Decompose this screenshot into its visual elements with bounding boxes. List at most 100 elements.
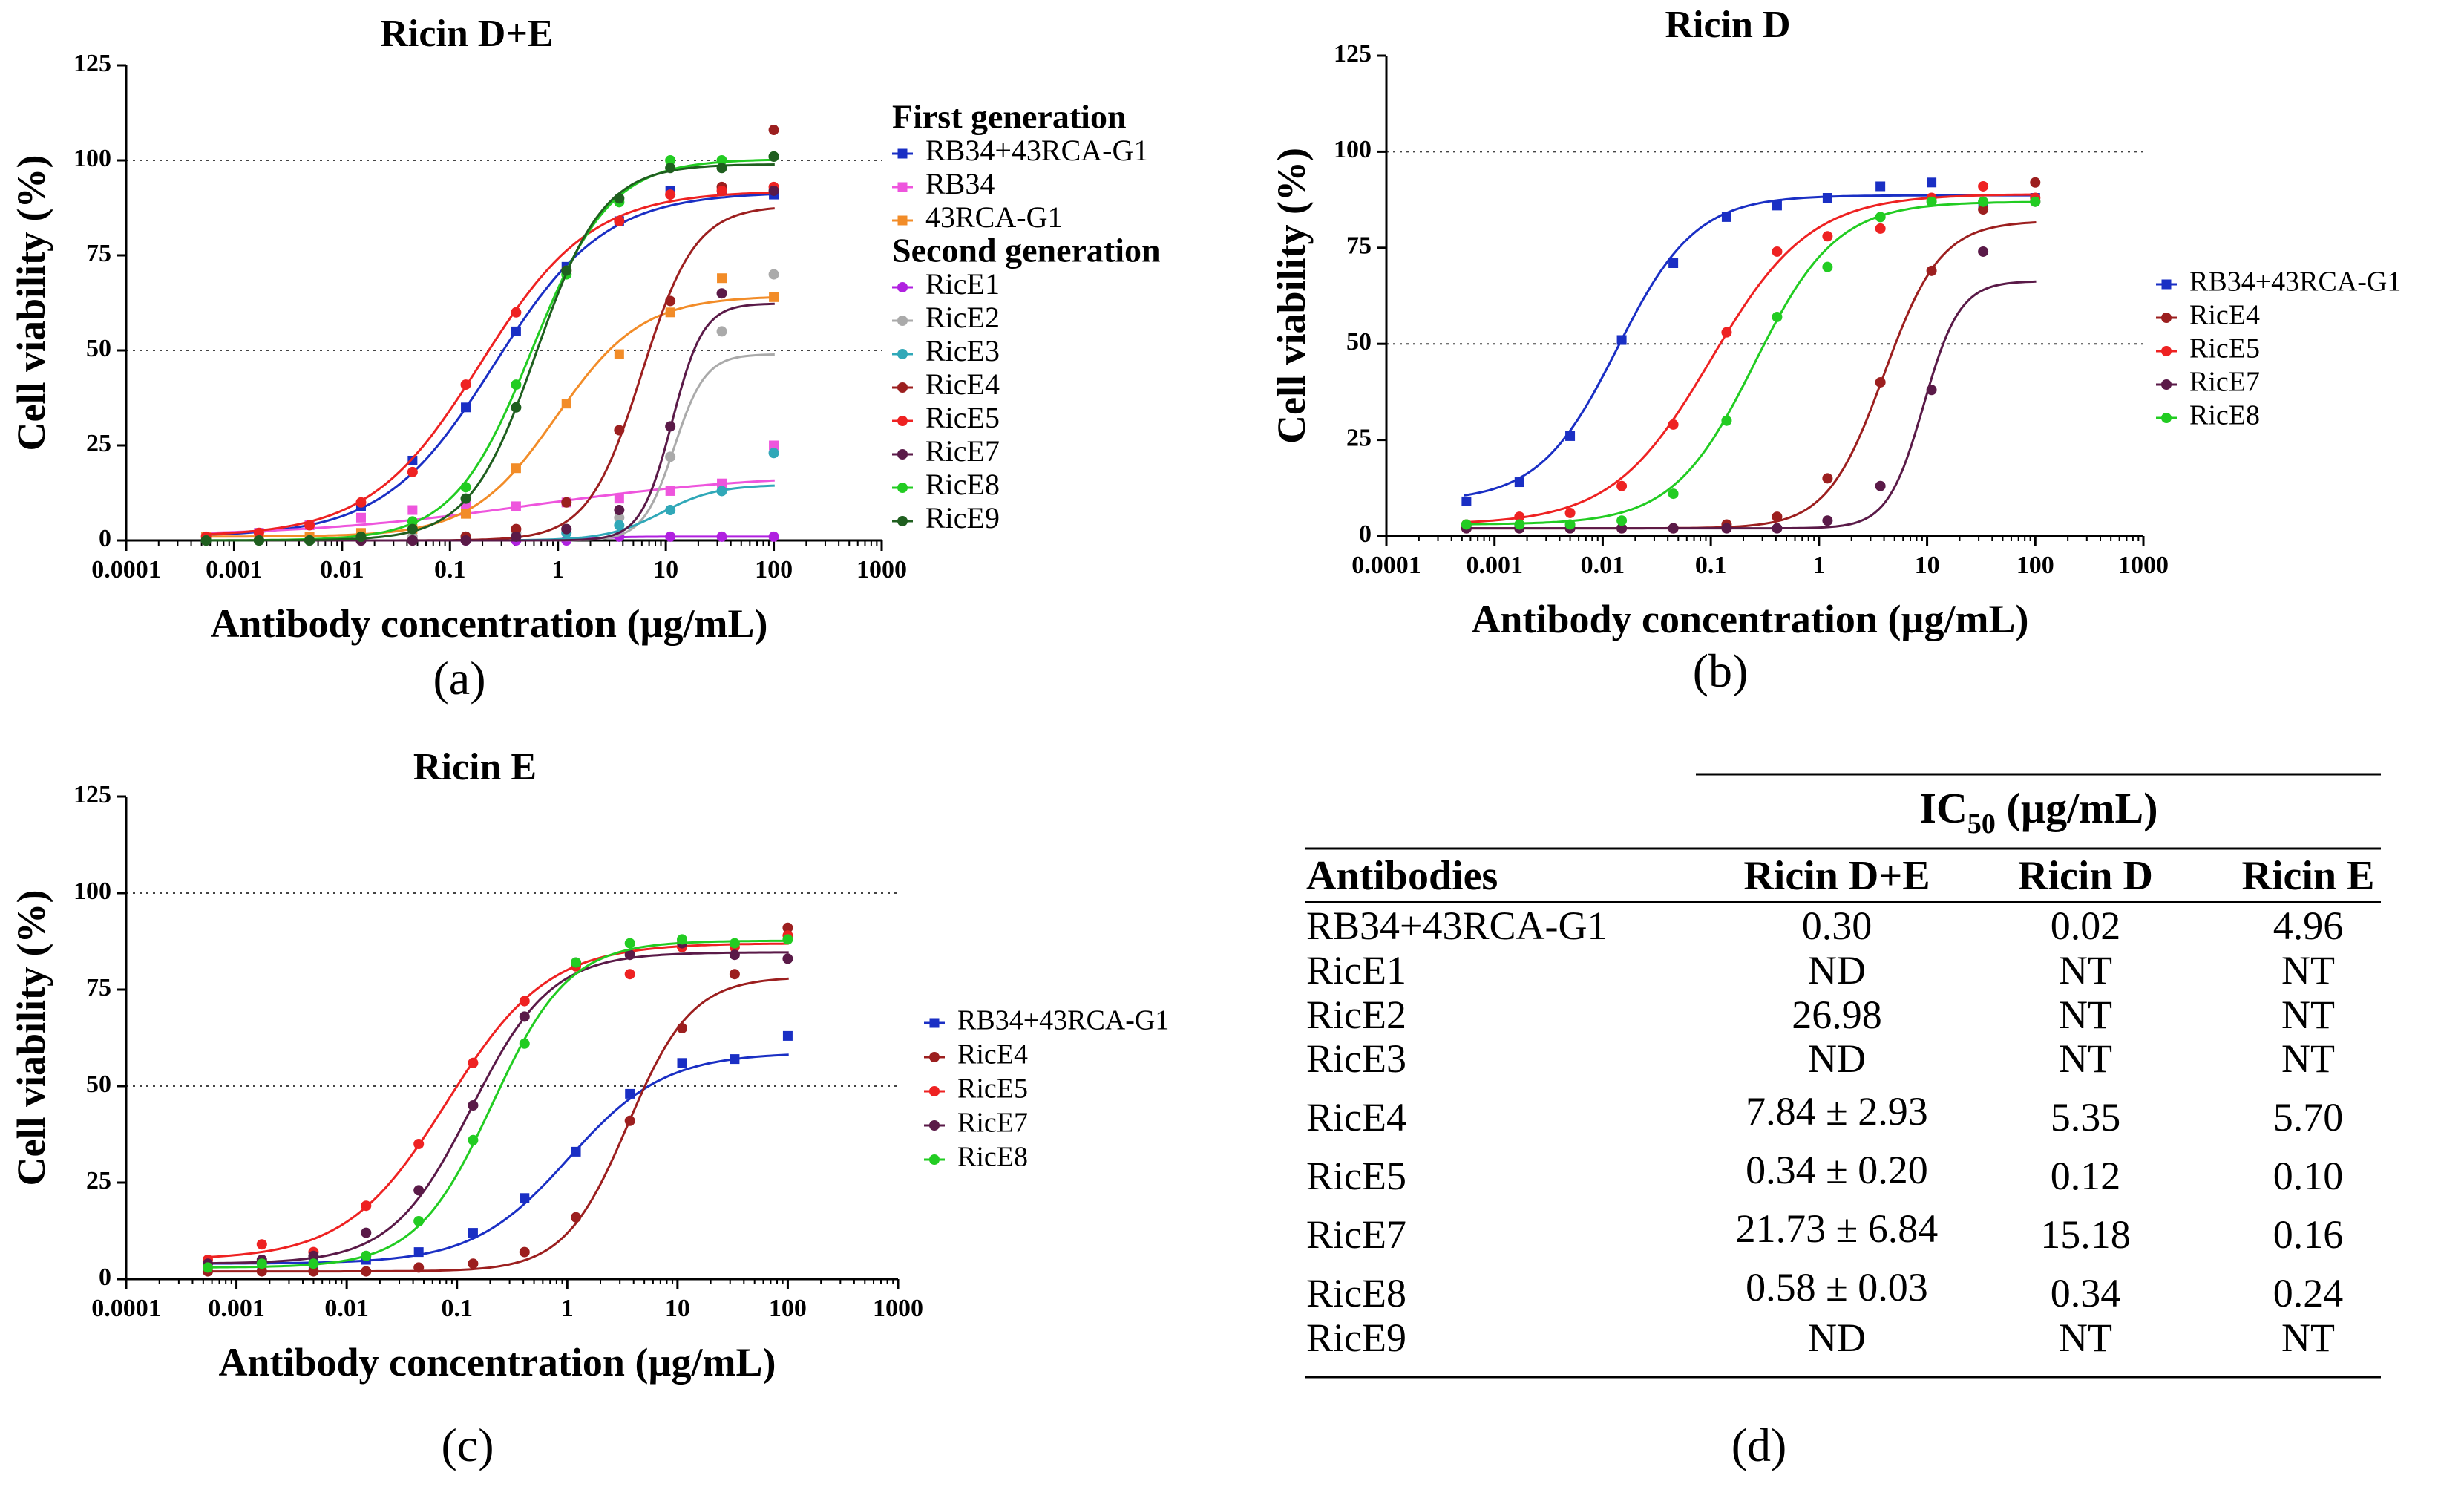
data-point-rice8 — [1616, 515, 1628, 526]
table-header-cell: Ricin D — [2018, 853, 2153, 899]
legend-label: RB34+43RCA-G1 — [925, 134, 1148, 167]
legend-label: RicE3 — [925, 334, 1000, 367]
data-point-rice8 — [1668, 488, 1679, 500]
data-point-rice8 — [256, 1258, 267, 1269]
data-point-rice8 — [571, 957, 582, 968]
table-cell: 26.98 — [1792, 993, 1882, 1037]
data-point-rice8 — [1721, 415, 1732, 426]
table-cell: 0.24 — [2273, 1271, 2344, 1315]
data-point-rice7 — [413, 1185, 425, 1196]
data-point-rice7 — [624, 949, 635, 961]
legend-label: RicE7 — [957, 1108, 1028, 1139]
series-line-rice7 — [1464, 280, 2037, 530]
table-cell: 5.70 — [2273, 1095, 2344, 1140]
series-line-rice5 — [205, 942, 789, 1258]
data-point-rice7 — [665, 421, 676, 432]
data-point-rice4 — [256, 1266, 267, 1277]
data-point-rice3 — [665, 505, 676, 516]
data-point-43rca-g1 — [511, 463, 521, 474]
legend-marker — [897, 483, 908, 493]
panel-label: (c) — [441, 1419, 494, 1471]
data-point-rice4 — [665, 295, 676, 307]
series-rb34-43rca-g1 — [203, 1030, 793, 1269]
data-point-rice5 — [1978, 180, 1989, 192]
data-point-rice8 — [677, 934, 688, 945]
panel-label: (d) — [1731, 1419, 1787, 1471]
table-row: RicE9 ND NT NT — [1306, 1315, 2335, 1360]
table-cell: 5.35 — [2051, 1095, 2121, 1140]
data-point-rice7 — [519, 1011, 530, 1022]
data-point-rice5 — [304, 520, 315, 531]
data-point-rice3 — [768, 448, 779, 459]
legend-label: RicE5 — [2189, 333, 2260, 365]
data-point-rice7 — [1926, 385, 1937, 396]
data-point-rice7 — [460, 535, 471, 546]
ic-prefix: IC — [1919, 784, 1967, 832]
series-rice5 — [200, 181, 779, 542]
data-point-rice9 — [716, 163, 727, 174]
data-point-rice3 — [716, 486, 727, 497]
x-tick-label: 100 — [755, 556, 793, 583]
data-point-43rca-g1 — [769, 292, 779, 302]
data-point-rice5 — [355, 497, 367, 508]
data-point-rb34-43rca-g1 — [1461, 496, 1472, 506]
legend-marker — [897, 182, 908, 192]
table-cell: NT — [2281, 948, 2335, 993]
table-row-label: RicE1 — [1306, 948, 1406, 993]
legend-marker — [929, 1052, 940, 1062]
data-point-rb34-43rca-g1 — [677, 1058, 687, 1068]
table-cell: NT — [2281, 1036, 2335, 1081]
legend-label: RicE9 — [925, 501, 1000, 535]
data-point-rice2 — [768, 269, 779, 280]
table-group-header: IC50 (µg/mL) — [1919, 784, 2157, 840]
legend-marker — [897, 148, 908, 159]
table-row: RicE2 26.98 NT NT — [1306, 993, 2335, 1037]
series-line-rb34-43rca-g1 — [203, 193, 775, 536]
series-line-rice3 — [203, 484, 775, 542]
table-row-label: RicE3 — [1306, 1036, 1406, 1081]
data-point-rice4 — [624, 1115, 635, 1126]
x-tick-label: 100 — [769, 1295, 807, 1322]
data-point-rice5 — [519, 996, 530, 1007]
legend: First generationRB34+43RCA-G1RB3443RCA-G… — [892, 98, 1161, 535]
data-point-rice8 — [511, 379, 522, 390]
y-tick-label: 75 — [86, 240, 111, 267]
series-line-rb34 — [203, 479, 775, 535]
data-point-rice8 — [1564, 519, 1576, 530]
data-point-rice1 — [665, 531, 676, 542]
table-header-cell: Ricin D+E — [1743, 853, 1930, 899]
table-row-label: RB34+43RCA-G1 — [1306, 903, 1608, 948]
data-point-rice8 — [1514, 519, 1525, 530]
data-point-rice5 — [1721, 327, 1732, 338]
table-row-label: RicE5 — [1306, 1154, 1406, 1198]
data-point-rice4 — [782, 922, 793, 933]
y-tick-label: 75 — [86, 974, 111, 1001]
series-line-rice5 — [203, 191, 775, 536]
data-point-rice5 — [716, 185, 727, 196]
table-row: RicE8 0.58 ± 0.03 0.34 0.24 — [1306, 1265, 2343, 1315]
data-point-rice8 — [519, 1038, 530, 1049]
data-point-rice4 — [768, 125, 779, 136]
table-header-cell: Antibodies — [1306, 853, 1498, 899]
y-tick-label: 100 — [73, 145, 111, 172]
table-cell: ND — [1808, 1036, 1866, 1081]
data-point-rice8 — [1772, 311, 1783, 322]
data-point-rice8 — [782, 934, 793, 945]
table-cell: 0.34 ± 0.20 — [1746, 1148, 1928, 1192]
series-line-rice7 — [205, 951, 789, 1265]
table-cell: 15.18 — [2040, 1212, 2131, 1257]
legend-label: RicE8 — [2189, 400, 2260, 431]
data-point-rice4 — [1978, 204, 1989, 215]
legend-label: RicE5 — [957, 1073, 1028, 1105]
data-point-rice9 — [355, 531, 367, 542]
table-cell: NT — [2059, 1036, 2112, 1081]
data-point-rice5 — [256, 1239, 267, 1250]
x-tick-label: 1 — [551, 556, 564, 583]
data-point-rice9 — [200, 535, 212, 546]
legend-marker — [2161, 346, 2172, 356]
series-line-rice5 — [1464, 193, 2037, 523]
y-tick-label: 125 — [1334, 40, 1372, 68]
table-header-cell: Ricin E — [2242, 853, 2375, 899]
legend-label: RicE4 — [2189, 300, 2260, 331]
series-line-rice9 — [203, 163, 775, 542]
